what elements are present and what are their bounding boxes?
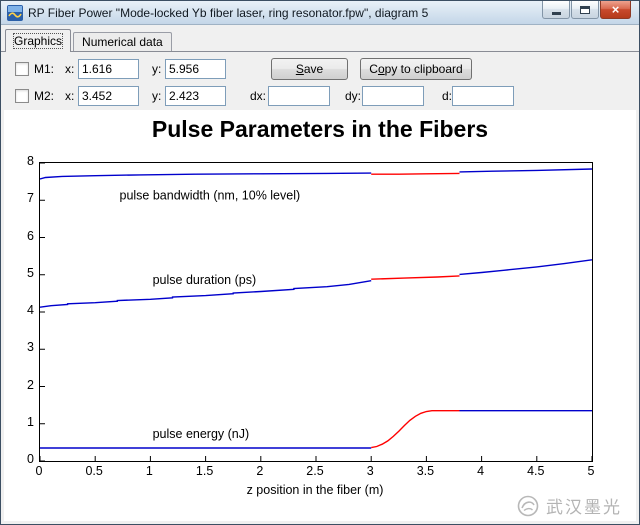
plot-svg[interactable]: pulse bandwidth (nm, 10% level) pulse dur… xyxy=(40,163,592,461)
svg-text:pulse energy (nJ): pulse energy (nJ) xyxy=(153,427,250,441)
y-tick-label: 2 xyxy=(27,377,34,392)
y-tick-label: 1 xyxy=(27,414,34,429)
x-tick-label: 4.5 xyxy=(527,464,545,478)
x-tick-label: 5 xyxy=(587,464,595,478)
window-title: RP Fiber Power "Mode-locked Yb fiber las… xyxy=(28,5,429,20)
m2-x-label: x: xyxy=(65,89,75,103)
x-tick-label: 1 xyxy=(145,464,153,478)
svg-text:pulse duration (ps): pulse duration (ps) xyxy=(153,273,257,287)
watermark-text: 武汉墨光 xyxy=(546,498,622,517)
tab-graphics[interactable]: Graphics xyxy=(5,29,72,52)
minimize-icon xyxy=(551,11,561,15)
x-tick-label: 0 xyxy=(35,464,43,478)
app-icon xyxy=(7,4,23,21)
m1-checkbox[interactable] xyxy=(15,62,29,76)
x-tick-label: 2 xyxy=(256,464,264,478)
m2-y-input[interactable] xyxy=(165,86,226,106)
watermark: 武汉墨光 xyxy=(516,493,622,518)
m2-x-input[interactable] xyxy=(78,86,139,106)
m1-x-label: x: xyxy=(65,62,75,76)
minimize-button[interactable] xyxy=(542,1,570,19)
x-tick-label: 4 xyxy=(477,464,485,478)
dx-input[interactable] xyxy=(268,86,330,106)
dy-input[interactable] xyxy=(362,86,424,106)
m2-label: M2: xyxy=(34,89,55,103)
m1-y-label: y: xyxy=(152,62,162,76)
close-button[interactable]: × xyxy=(600,1,631,19)
chart-title: Pulse Parameters in the Fibers xyxy=(151,116,489,142)
y-tick-label: 5 xyxy=(27,265,34,280)
y-tick-label: 7 xyxy=(27,191,34,206)
copy-to-clipboard-button[interactable]: Copy to clipboard xyxy=(360,58,472,80)
tab-strip: Graphics Numerical data xyxy=(1,25,639,52)
window-controls: × xyxy=(542,1,631,19)
marker1-row: M1: x: y: Save Copy to clipboard xyxy=(1,58,639,82)
dx-label: dx: xyxy=(250,89,267,103)
dy-label: dy: xyxy=(345,89,362,103)
x-tick-label: 3.5 xyxy=(416,464,435,478)
d-label: d: xyxy=(442,89,453,103)
close-icon: × xyxy=(611,1,620,17)
chart-panel: Pulse Parameters in the Fibers pulse ban… xyxy=(4,110,636,521)
x-axis-title: z position in the fiber (m) xyxy=(246,483,384,497)
x-tick-label: 0.5 xyxy=(85,464,103,478)
y-tick-label: 4 xyxy=(27,303,34,317)
marker2-row: M2: x: y: dx: dy: d: xyxy=(1,85,639,109)
y-tick-label: 8 xyxy=(27,154,34,168)
x-tick-label: 1.5 xyxy=(195,464,214,478)
x-tick-label: 2.5 xyxy=(306,464,324,478)
watermark-logo-icon xyxy=(517,495,539,516)
graphics-tab-page: M1: x: y: Save Copy to clipboard M2: x: … xyxy=(1,51,639,524)
svg-text:pulse bandwidth (nm, 10% level: pulse bandwidth (nm, 10% level) xyxy=(120,189,301,203)
m1-x-input[interactable] xyxy=(78,59,139,79)
d-input[interactable] xyxy=(452,86,514,106)
title-bar: RP Fiber Power "Mode-locked Yb fiber las… xyxy=(1,1,639,25)
plot-area[interactable]: pulse bandwidth (nm, 10% level) pulse dur… xyxy=(39,162,593,462)
save-button[interactable]: Save xyxy=(271,58,348,80)
m2-y-label: y: xyxy=(152,89,162,103)
m2-checkbox[interactable] xyxy=(15,89,29,103)
tab-graphics-label: Graphics xyxy=(12,33,64,49)
tab-numerical-data-label: Numerical data xyxy=(82,35,163,49)
maximize-button[interactable] xyxy=(571,1,599,19)
y-tick-label: 0 xyxy=(27,452,34,466)
maximize-icon xyxy=(580,5,590,14)
tab-numerical-data[interactable]: Numerical data xyxy=(73,32,172,51)
y-tick-label: 6 xyxy=(27,228,34,243)
m1-y-input[interactable] xyxy=(165,59,226,79)
m1-label: M1: xyxy=(34,62,55,76)
x-tick-label: 3 xyxy=(366,464,374,478)
y-tick-label: 3 xyxy=(27,340,34,355)
